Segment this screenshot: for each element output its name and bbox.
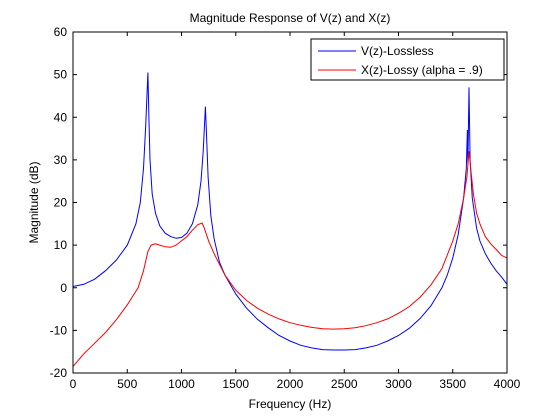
x-tick-label: 1500 [222,377,249,391]
y-tick-label: -10 [50,323,68,337]
y-tick-label: 50 [54,68,68,82]
y-axis: -20 -10 0 10 20 30 40 50 60 [50,25,507,380]
y-tick-label: -20 [50,366,68,380]
x-axis-label: Frequency (Hz) [249,397,332,411]
x-tick-label: 3500 [439,377,466,391]
chart-title: Magnitude Response of V(z) and X(z) [190,11,391,25]
y-tick-label: 30 [54,153,68,167]
y-tick-label: 40 [54,110,68,124]
legend-box [310,38,505,81]
series-line-1 [72,151,508,367]
x-tick-label: 3000 [385,377,412,391]
y-axis-label: Magnitude (dB) [27,161,41,243]
x-tick-label: 0 [70,377,77,391]
y-tick-label: 0 [60,281,67,295]
x-axis: 0 500 1000 1500 2000 2500 3000 3500 4000 [70,32,521,391]
x-tick-label: 1000 [168,377,195,391]
y-tick-label: 10 [54,238,68,252]
x-tick-label: 4000 [494,377,521,391]
legend-label-x-lossy: X(z)-Lossy (alpha = .9) [361,63,483,77]
series-line-0 [72,72,508,351]
y-tick-label: 20 [54,196,68,210]
plot-area [73,32,507,373]
series-layer [72,72,508,367]
y-tick-label: 60 [54,25,68,39]
legend: V(z)-Lossless X(z)-Lossy (alpha = .9) [310,38,505,81]
legend-label-v-lossless: V(z)-Lossless [361,44,434,58]
x-tick-label: 2500 [331,377,358,391]
x-tick-label: 500 [117,377,137,391]
x-tick-label: 2000 [277,377,304,391]
